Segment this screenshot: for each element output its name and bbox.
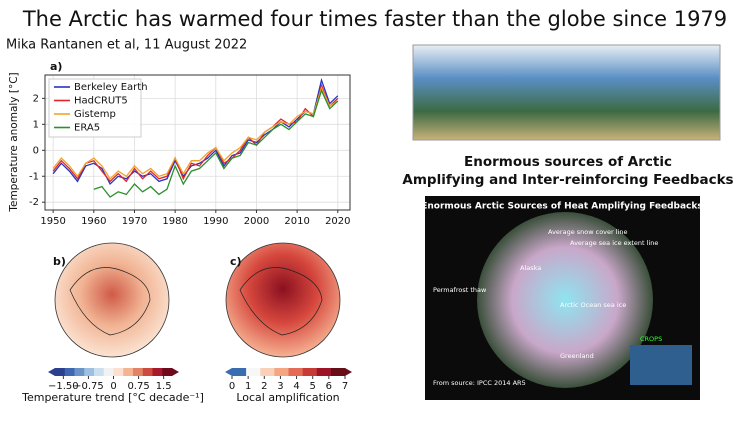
x-tick-label: 2000: [244, 216, 269, 227]
x-tick-label: 2010: [284, 216, 309, 227]
colorbar-segment: [133, 368, 144, 376]
colorbar-tick-label: −0.75: [73, 381, 104, 392]
heading: Amplifying and Inter-reinforcing Feedbac…: [402, 172, 733, 188]
infographic-title: Enormous Arctic Sources of Heat Amplifyi…: [421, 202, 702, 212]
legend-label: ERA5: [74, 123, 100, 134]
legend-label: Gistemp: [74, 109, 116, 120]
colorbar-segment: [302, 368, 318, 376]
infographic-label: Permafrost thaw: [433, 286, 487, 294]
colorbar-extend: [345, 368, 352, 376]
colorbar-extend: [225, 368, 232, 376]
colorbar-segment: [162, 368, 173, 376]
y-tick-label: 1: [33, 119, 39, 130]
infographic-globe: [477, 212, 653, 388]
y-tick-label: 0: [33, 145, 39, 156]
colorbar-segment: [246, 368, 261, 376]
y-tick-label: 2: [33, 93, 39, 104]
infographic-label: Average snow cover line: [548, 228, 628, 236]
x-tick-label: 1990: [203, 216, 228, 227]
colorbar-tick-label: 0: [229, 381, 235, 392]
map-coast: [69, 267, 151, 336]
map-amplification: [225, 242, 341, 358]
colorbar-tick-label: 0.75: [127, 381, 149, 392]
colorbar-segment: [94, 368, 105, 376]
colorbar-label: Temperature trend [°C decade⁻¹]: [21, 391, 204, 404]
colorbar-tick-label: −1.50: [48, 381, 79, 392]
colorbar-segment: [142, 368, 153, 376]
colorbar-tick-label: 1.5: [156, 381, 172, 392]
colorbar-tick-label: 7: [342, 381, 348, 392]
colorbar-extend: [172, 368, 179, 376]
panel-label: a): [50, 60, 62, 73]
data-line: [52, 86, 339, 180]
legend-label: HadCRUT5: [74, 96, 128, 107]
y-axis-label: Temperature anomaly [°C]: [8, 72, 20, 212]
y-tick-label: -1: [29, 171, 39, 182]
x-tick-label: 1950: [40, 216, 65, 227]
colorbar-segment: [274, 368, 289, 376]
colorbar-tick-label: 5: [310, 381, 316, 392]
map-coast: [239, 267, 323, 336]
infographic-label: Greenland: [560, 352, 594, 360]
inset-map: [630, 345, 692, 385]
panel-label: c): [230, 255, 242, 268]
colorbar-tick-label: 0: [110, 381, 116, 392]
colorbar-segment: [113, 368, 124, 376]
colorbar-segment: [74, 368, 85, 376]
colorbar-segment: [330, 368, 346, 376]
x-tick-label: 2020: [325, 216, 350, 227]
slide-title: The Arctic has warmed four times faster …: [22, 7, 727, 31]
x-tick-label: 1960: [81, 216, 106, 227]
infographic-label: Arctic Ocean sea ice: [560, 301, 626, 309]
plot-frame: [44, 74, 351, 211]
colorbar-segment: [232, 368, 247, 376]
y-tick-label: -2: [29, 197, 39, 208]
x-tick-label: 1970: [122, 216, 147, 227]
colorbar-segment: [123, 368, 134, 376]
slide-subtitle: Mika Rantanen et al, 11 August 2022: [6, 38, 247, 53]
colorbar-segment: [288, 368, 303, 376]
infographic-label: From source: IPCC 2014 AR5: [433, 379, 526, 387]
colorbar-segment: [55, 368, 66, 376]
colorbar-tick-label: 2: [261, 381, 267, 392]
colorbar-segment: [260, 368, 275, 376]
colorbar-label: Local amplification: [236, 391, 339, 404]
infographic-label: Average sea ice extent line: [570, 239, 658, 247]
heading: Enormous sources of Arctic: [464, 154, 672, 170]
world-map: [412, 44, 721, 141]
colorbar-tick-label: 6: [326, 381, 332, 392]
colorbar-segment: [64, 368, 75, 376]
infographic-label: CROPS: [640, 335, 662, 343]
colorbar-segment: [152, 368, 163, 376]
colorbar-tick-label: 1: [245, 381, 251, 392]
colorbar-segment: [84, 368, 95, 376]
colorbar-tick-label: 4: [293, 381, 299, 392]
map-trend: [54, 242, 170, 358]
infographic-label: Alaska: [520, 264, 541, 272]
legend-label: Berkeley Earth: [74, 82, 148, 93]
colorbar-segment: [103, 368, 114, 376]
colorbar-segment: [316, 368, 332, 376]
colorbar-tick-label: 3: [277, 381, 283, 392]
colorbar-extend: [48, 368, 55, 376]
panel-label: b): [53, 255, 66, 268]
data-line: [93, 88, 339, 198]
x-tick-label: 1980: [162, 216, 187, 227]
